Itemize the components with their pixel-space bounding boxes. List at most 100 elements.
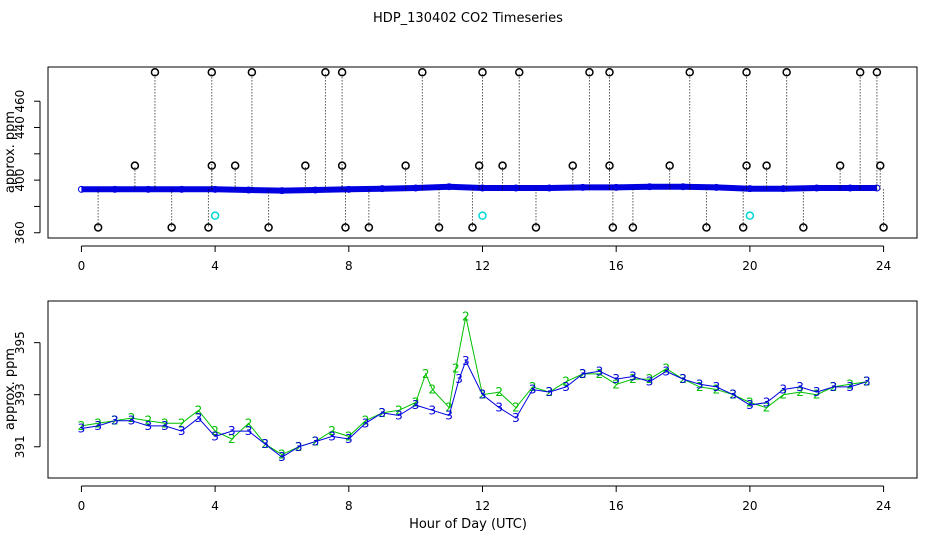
top-x-tick-label: 20: [742, 259, 757, 273]
top-outlier-point: [204, 223, 213, 232]
bottom-series-2-point: 2: [195, 403, 203, 417]
top-baseline-point: [245, 186, 253, 194]
bottom-x-tick-label: 24: [876, 499, 891, 513]
bottom-series-2-point: 2: [228, 432, 236, 446]
bottom-series-2-point: 2: [779, 388, 787, 402]
bottom-y-tick-label: 393: [13, 383, 27, 406]
bottom-series-2-point: 2: [796, 385, 804, 399]
top-outlier-point: [685, 68, 694, 77]
bottom-series-2-point: 2: [529, 380, 537, 394]
bottom-x-tick-label: 0: [78, 499, 86, 513]
bottom-x-tick-label: 20: [742, 499, 757, 513]
bottom-series-3-point: 3: [111, 414, 119, 428]
top-panel: approx. ppm 0 4 8 12 16 20 24 360 400 440 460: [3, 66, 918, 273]
top-y-tick-label: 400: [13, 169, 27, 192]
top-outlier-point: [568, 161, 577, 170]
top-baseline-point: [178, 185, 186, 193]
top-x-tick-label: 16: [609, 259, 624, 273]
bottom-series-3-point: 3: [863, 375, 871, 389]
bottom-series-3-point: 3: [462, 354, 470, 368]
top-baseline-point: [378, 185, 386, 193]
top-baseline-point: [278, 187, 286, 195]
bottom-series-2-point: 2: [178, 416, 186, 430]
top-outlier-point: [418, 68, 427, 77]
top-y-axis-label: approx. ppm: [3, 111, 18, 193]
bottom-series-3-point: 3: [546, 385, 554, 399]
bottom-series-2-point: 2: [596, 367, 604, 381]
bottom-series-2-point: 2: [663, 362, 671, 376]
top-outlier-point: [498, 161, 507, 170]
bottom-series-2-point: 2: [245, 416, 253, 430]
top-baseline-point: [712, 183, 720, 191]
bottom-series-2-point: 2: [629, 372, 637, 386]
top-baseline-point: [873, 184, 881, 192]
bottom-series-2-line: [81, 316, 867, 456]
bottom-series-3-point: 3: [161, 419, 169, 433]
bottom-series-3-point: 3: [846, 380, 854, 394]
top-outlier-point: [855, 68, 865, 77]
bottom-series-3-point: 3: [412, 398, 420, 412]
top-outlier-point: [605, 68, 614, 77]
bottom-series-3-point: 3: [211, 429, 219, 443]
bottom-series-3-point: 3: [295, 440, 303, 454]
bottom-series-3-point: 3: [763, 396, 771, 410]
chart-title: HDP_130402 CO2 Timeseries: [373, 11, 563, 26]
top-outlier-point: [608, 223, 618, 232]
bottom-series-3-point: 3: [378, 406, 386, 420]
top-outlier-point: [738, 223, 748, 232]
bottom-series-2-point: 2: [78, 419, 86, 433]
top-plot-frame: [47, 66, 918, 239]
top-outlier-point: [531, 223, 541, 232]
top-outlier-point: [875, 161, 885, 170]
bottom-y-tick-label: 391: [13, 435, 27, 458]
top-x-tick-label: 4: [211, 259, 219, 273]
bottom-series-2-point: 2: [144, 414, 152, 428]
bottom-series-2-point: 2: [763, 401, 771, 415]
bottom-series-2-point: 2: [713, 383, 721, 397]
top-x-tick-label: 24: [876, 259, 891, 273]
bottom-x-tick-label: 16: [609, 499, 624, 513]
bottom-plot-frame: [47, 300, 918, 479]
top-baseline-point: [144, 185, 152, 193]
bottom-series-3-point: 3: [579, 367, 587, 381]
bottom-series-3-point: 3: [612, 372, 620, 386]
bottom-series-3-point: 3: [228, 424, 236, 438]
bottom-series-3-point: 3: [278, 450, 286, 464]
x-axis-label: Hour of Day (UTC): [409, 517, 527, 532]
bottom-y-axis-label: approx. ppm: [3, 348, 18, 430]
bottom-series-3-point: 3: [455, 372, 463, 386]
bottom-series-2-point: 2: [211, 424, 219, 438]
bottom-series-3-point: 3: [495, 401, 503, 415]
bottom-series-3-point: 3: [813, 385, 821, 399]
top-x-tick-label: 0: [78, 259, 86, 273]
top-outlier-point: [207, 68, 217, 77]
bottom-series-2-point: 2: [422, 367, 430, 381]
bottom-series-3-point: 3: [646, 375, 654, 389]
top-outlier-point: [702, 223, 711, 232]
bottom-series-2-point: 2: [462, 310, 470, 324]
bottom-series-3-line: [81, 359, 868, 458]
top-baseline-point: [679, 183, 687, 191]
bottom-series-2-point: 2: [94, 416, 102, 430]
top-outlier-point: [515, 68, 524, 77]
top-baseline-point: [77, 185, 85, 193]
top-outlier-point: [364, 223, 374, 232]
bottom-series-2-point: 2: [813, 388, 821, 402]
top-outlier-point: [742, 68, 751, 77]
top-outlier-point: [301, 161, 310, 170]
top-outlier-point: [321, 68, 330, 77]
bottom-series-3-point: 3: [713, 380, 721, 394]
bottom-series-3-point: 3: [696, 377, 704, 391]
bottom-x-ticks: 0 4 8 12 16 20 24: [78, 485, 891, 513]
top-outlier-point: [93, 223, 103, 232]
bottom-series-3-point: 3: [144, 419, 152, 433]
bottom-series-3-point: 3: [178, 424, 186, 438]
bottom-series-2-point: 2: [429, 383, 437, 397]
top-x-tick-label: 8: [345, 259, 353, 273]
top-y-tick-label: 360: [13, 221, 27, 244]
top-outlier-point: [478, 68, 487, 77]
top-data-marks: [77, 68, 888, 232]
